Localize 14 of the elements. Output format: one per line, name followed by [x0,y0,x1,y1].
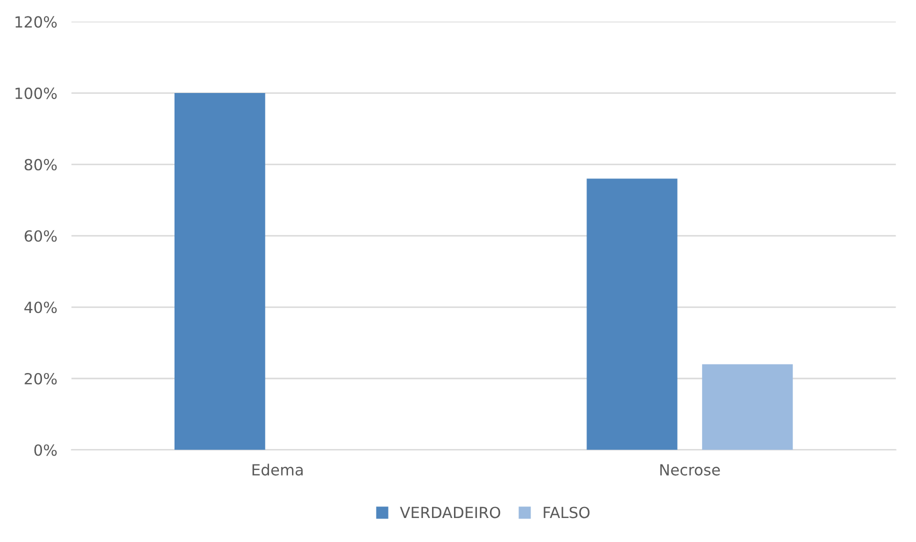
y-tick-label: 80% [24,158,57,170]
y-tick-label: 120% [16,16,57,28]
bar [174,93,266,450]
y-tick-label: 40% [24,302,57,314]
y-tick-label: 20% [24,372,57,385]
y-tick-label: 100% [16,88,57,100]
legend-label: VERDADEIRO [400,506,500,518]
y-tick-label: 60% [24,230,57,242]
bar [702,364,793,450]
bar [586,178,678,450]
y-tick-label: 0% [34,444,57,456]
x-tick-label: Edema [252,464,303,476]
legend-label: FALSO [544,506,590,518]
x-tick-label: Necrose [660,464,720,476]
